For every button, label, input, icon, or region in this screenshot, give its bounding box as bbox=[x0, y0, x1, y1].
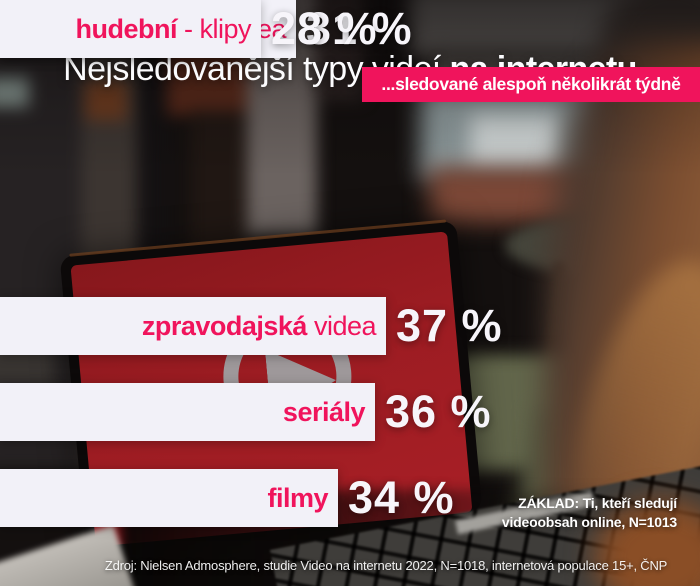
bar-row-hudebni-klipy: hudební - klipy 28 % bbox=[0, 0, 700, 58]
base-footnote-line1: ZÁKLAD: Ti, kteří sledují bbox=[518, 495, 677, 511]
base-footnote-line2: videoobsah online, N=1013 bbox=[501, 514, 677, 530]
bar-zpravodajska-videa: zpravodajská videa bbox=[0, 297, 386, 355]
bar-label: seriály bbox=[282, 396, 366, 427]
bar-row-zpravodajska-videa: zpravodajská videa 37 % bbox=[0, 297, 700, 355]
subtitle-banner: ...sledované alespoň několikrát týdně bbox=[362, 67, 700, 102]
base-footnote: ZÁKLAD: Ti, kteří sledují videoobsah onl… bbox=[502, 494, 677, 532]
background-window-highlight bbox=[470, 115, 560, 165]
bar-label: filmy bbox=[267, 482, 328, 513]
bar-label: zpravodajská videa bbox=[141, 310, 377, 341]
bar-row-filmy: filmy 34 % bbox=[0, 469, 700, 527]
bar-filmy: filmy bbox=[0, 469, 338, 527]
bar-value: 34 % bbox=[348, 472, 455, 523]
bar-value: 36 % bbox=[385, 386, 492, 437]
source-credit: Zdroj: Nielsen Admosphere, studie Video … bbox=[104, 558, 668, 573]
bar-row-serialy: seriály 36 % bbox=[0, 383, 700, 441]
bar-value: 37 % bbox=[396, 300, 503, 351]
bar-label: hudební - klipy bbox=[75, 13, 252, 44]
bar-value: 28 % bbox=[271, 3, 378, 54]
bar-serialy: seriály bbox=[0, 383, 375, 441]
bar-hudebni-klipy: hudební - klipy bbox=[0, 0, 261, 58]
bar-value: 31 % bbox=[306, 3, 413, 54]
